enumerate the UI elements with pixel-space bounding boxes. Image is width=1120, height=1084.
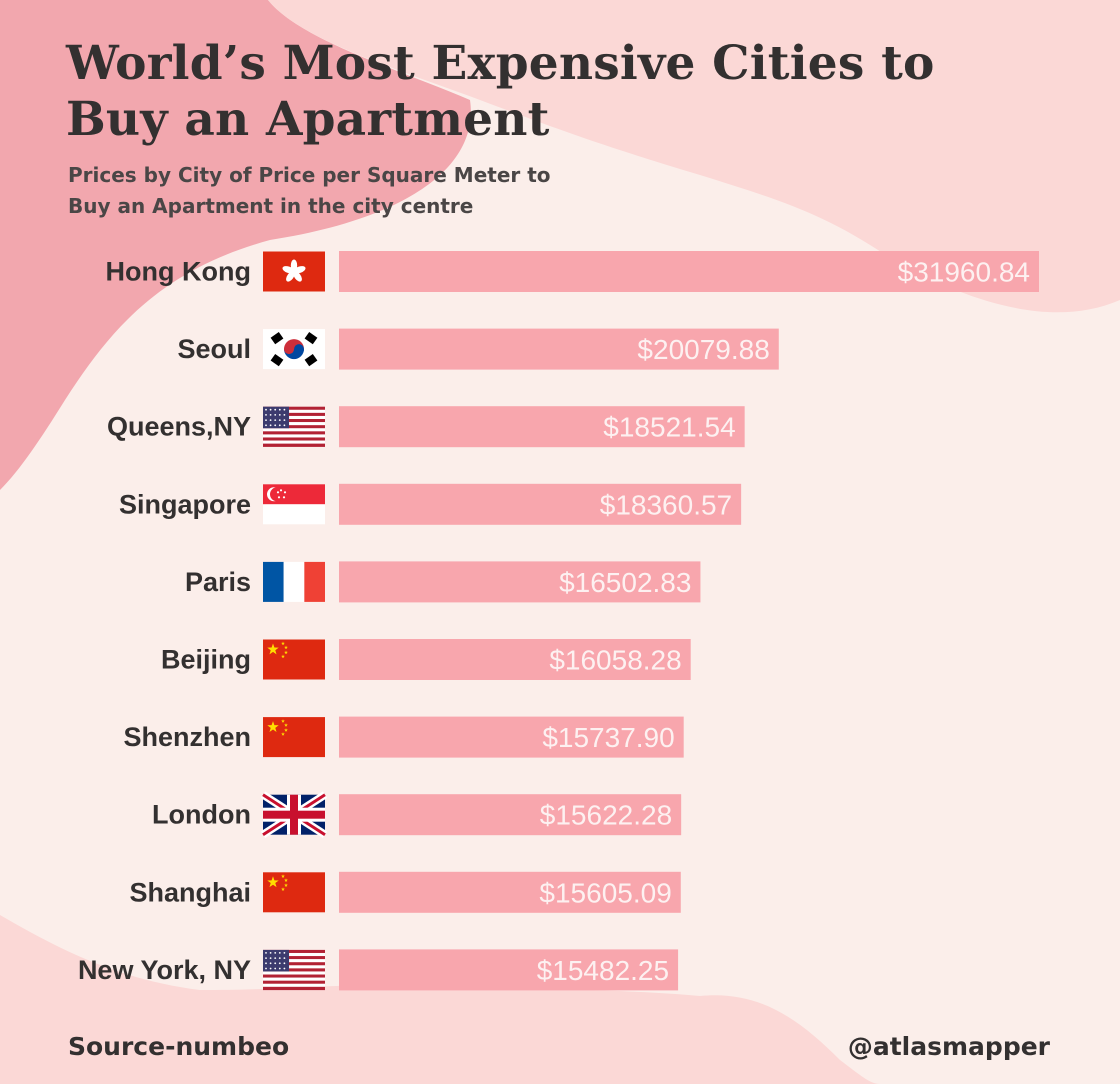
category-label: Shenzhen — [123, 722, 251, 752]
background-blob-top-left — [0, 0, 471, 490]
bar-value-label: $15622.28 — [540, 800, 672, 831]
bar-value-label: $15737.90 — [542, 722, 674, 753]
bar-value-label: $20079.88 — [637, 334, 769, 365]
title-line-1: World’s Most Expensive Cities to — [66, 36, 935, 91]
bar — [339, 406, 745, 448]
background-blob-bottom — [0, 915, 880, 1084]
bar — [339, 794, 682, 836]
south-korea-flag-icon — [263, 329, 325, 370]
bar — [339, 328, 779, 370]
category-label: Beijing — [161, 645, 251, 675]
bar — [339, 483, 742, 525]
title-line-2: Buy an Apartment — [66, 92, 550, 147]
category-label: Hong Kong — [106, 257, 251, 287]
background-blob-top-right — [268, 0, 1120, 313]
usa-flag-icon — [263, 406, 325, 447]
bar-value-label: $31960.84 — [898, 257, 1030, 288]
chart-subtitle: Prices by City of Price per Square Meter… — [68, 160, 551, 222]
category-label: Seoul — [177, 334, 251, 364]
bar-value-label: $15605.09 — [539, 877, 671, 908]
bar — [339, 871, 681, 913]
category-label: Singapore — [119, 489, 251, 519]
category-label: Shanghai — [129, 877, 251, 907]
bar — [339, 949, 679, 991]
page-title: World’s Most Expensive Cities to Buy an … — [66, 36, 935, 148]
bar-value-label: $16502.83 — [559, 567, 691, 598]
category-label: Queens,NY — [107, 412, 251, 442]
uk-flag-icon — [260, 791, 328, 839]
bar — [339, 639, 691, 680]
source-credit: Source-numbeo — [68, 1032, 290, 1061]
subtitle-line-2: Buy an Apartment in the city centre — [68, 194, 474, 218]
usa-flag-icon — [263, 949, 325, 991]
author-handle: @atlasmapper — [847, 1032, 1050, 1061]
france-flag-icon — [263, 561, 325, 602]
china-flag-icon — [263, 717, 325, 758]
china-flag-icon — [263, 872, 325, 913]
hong-kong-flag-icon — [263, 251, 325, 292]
bar — [339, 716, 684, 758]
bar — [339, 561, 701, 603]
bar-value-label: $15482.25 — [537, 955, 669, 986]
bar-value-label: $18360.57 — [600, 489, 732, 520]
category-label: Paris — [185, 567, 251, 597]
bar-value-label: $16058.28 — [549, 645, 681, 676]
china-flag-icon — [263, 639, 325, 680]
category-label: London — [152, 800, 251, 830]
singapore-flag-icon — [263, 484, 325, 525]
bar — [339, 251, 1039, 292]
category-label: New York, NY — [78, 955, 251, 985]
bar-value-label: $18521.54 — [603, 412, 735, 443]
subtitle-line-1: Prices by City of Price per Square Meter… — [68, 163, 551, 187]
